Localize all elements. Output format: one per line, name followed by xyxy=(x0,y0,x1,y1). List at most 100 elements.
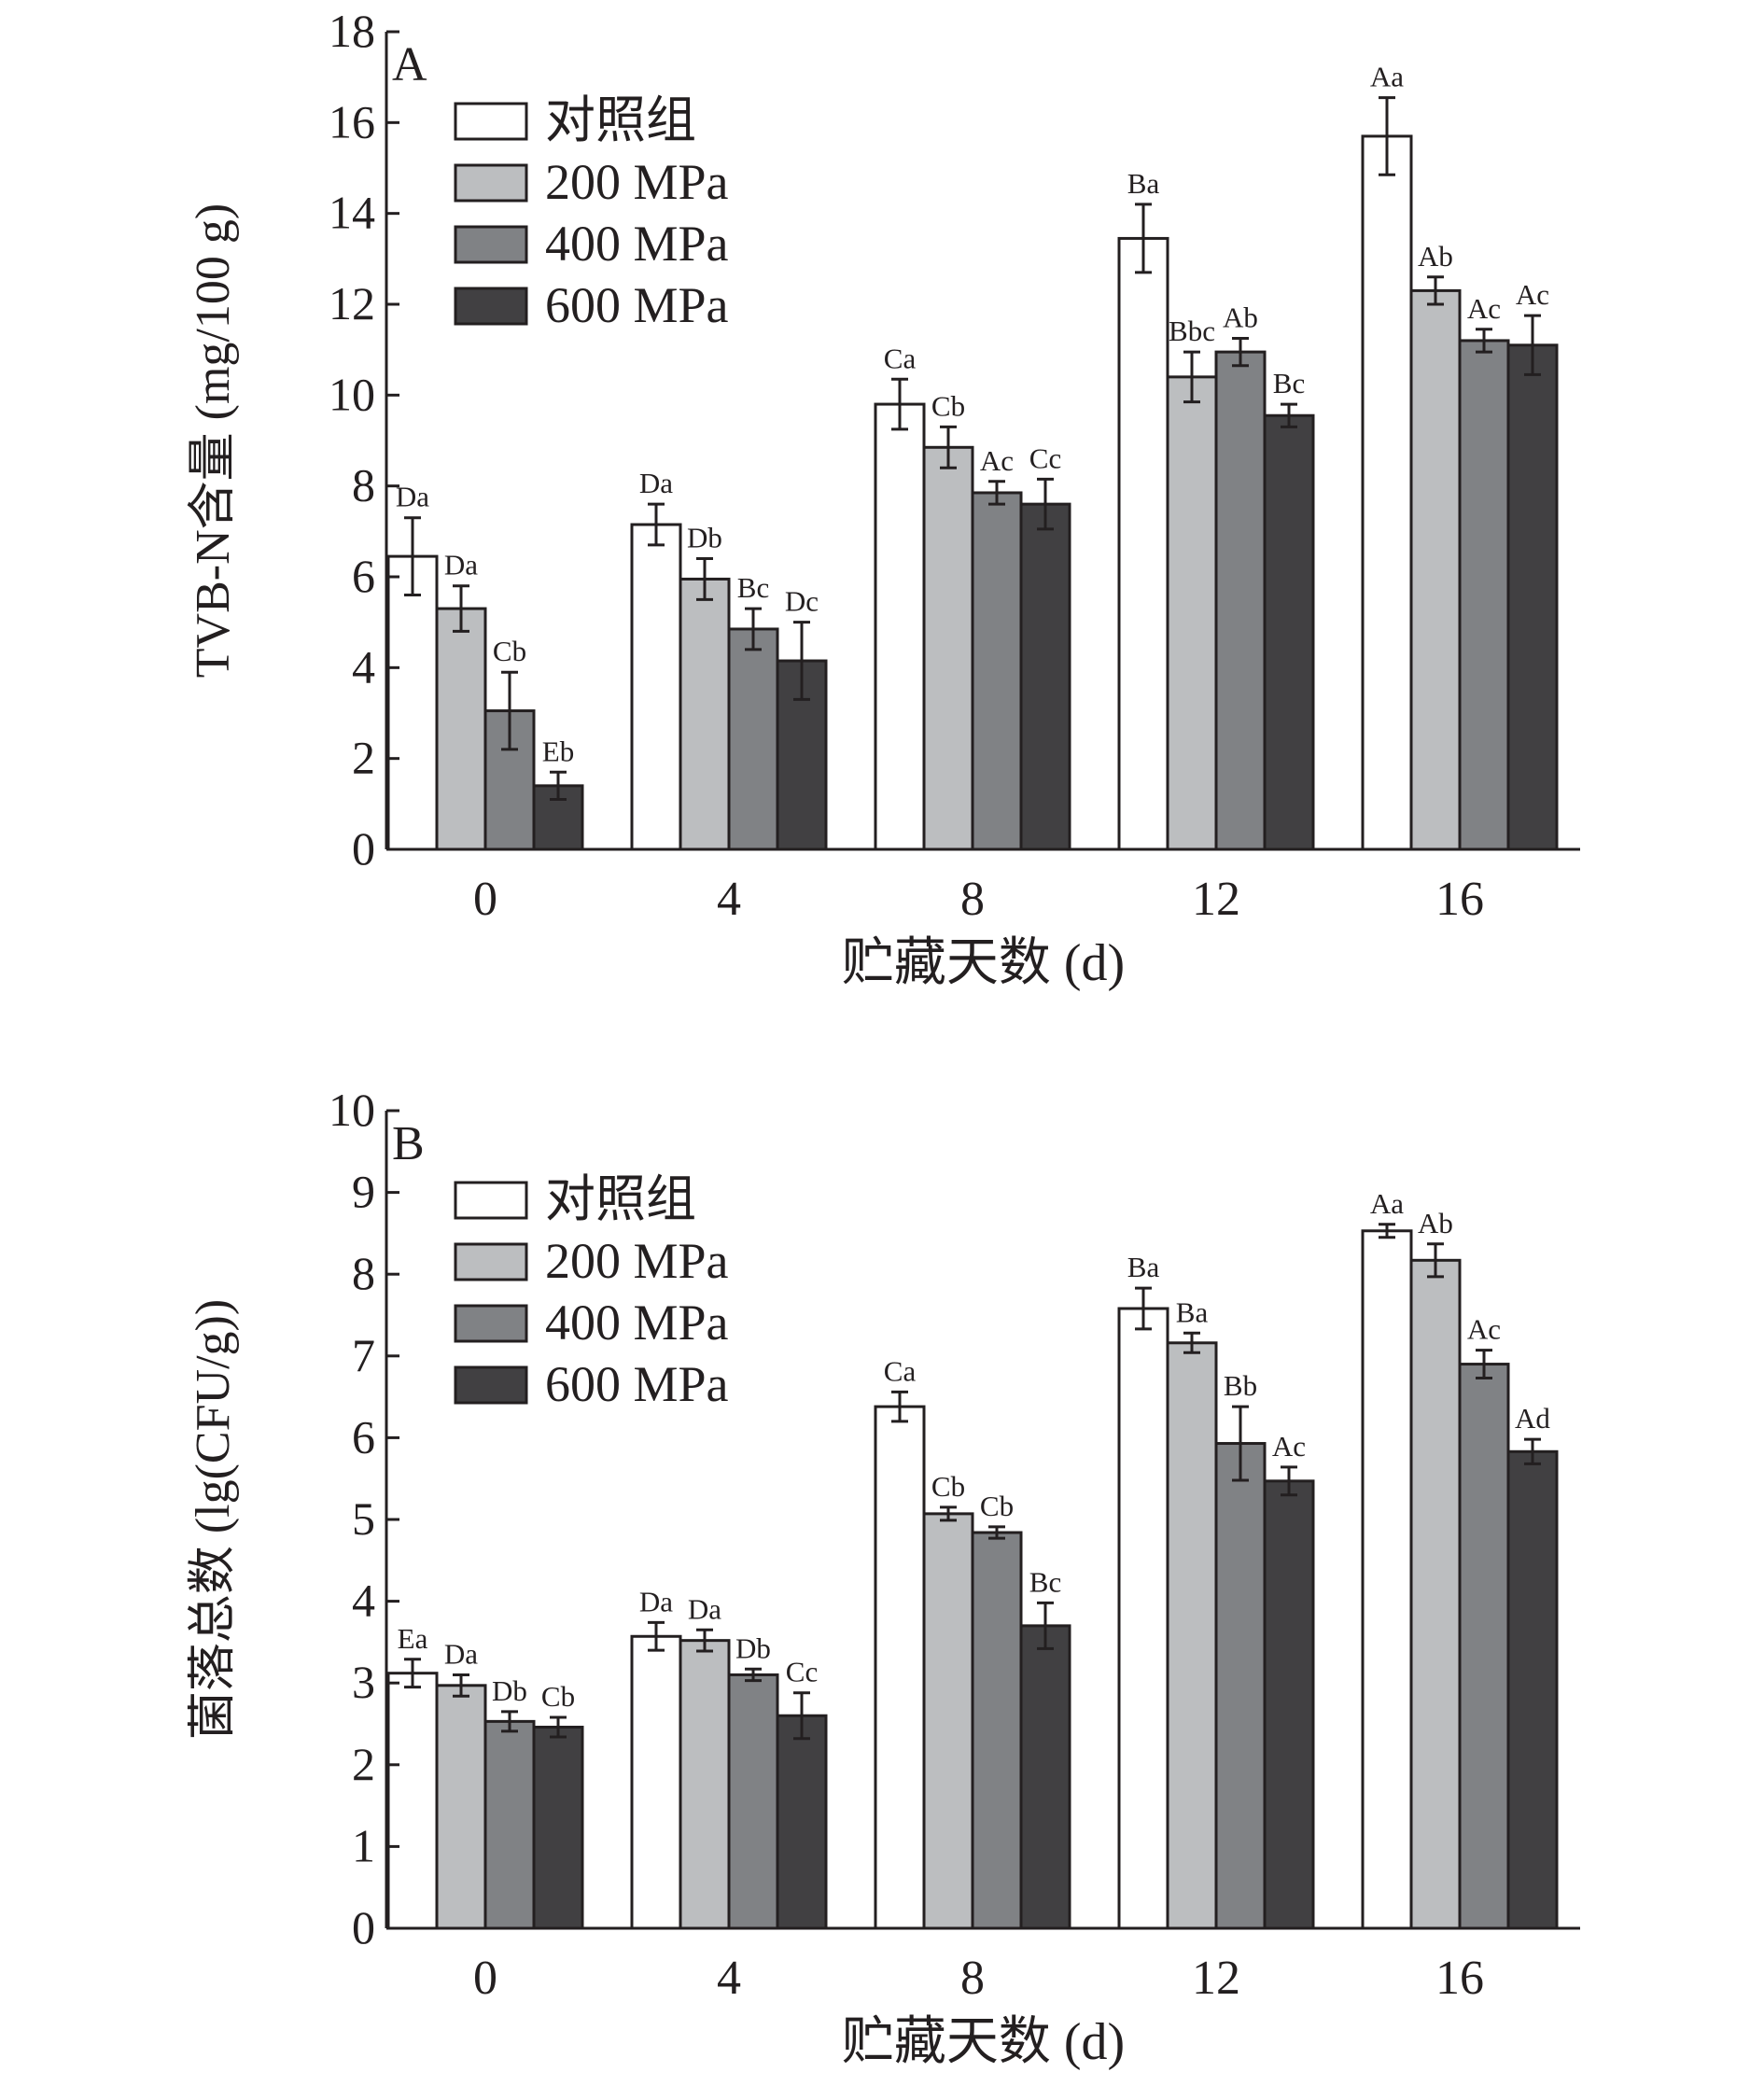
bar xyxy=(1166,375,1218,851)
significance-label: Bbc xyxy=(1169,315,1215,347)
bar xyxy=(435,1684,487,1930)
legend-swatch xyxy=(454,1181,528,1220)
bar xyxy=(1361,1229,1413,1930)
bar xyxy=(1117,1307,1169,1930)
bar xyxy=(971,1531,1023,1930)
bar xyxy=(1214,1442,1267,1930)
bar xyxy=(922,1512,974,1930)
significance-label: Cb xyxy=(931,389,965,422)
y-tick-label: 14 xyxy=(329,187,375,239)
bar xyxy=(1019,502,1071,851)
y-tick-label: 2 xyxy=(352,1738,375,1790)
bar xyxy=(971,491,1023,851)
legend-swatch xyxy=(454,102,528,141)
y-tick-label: 4 xyxy=(352,640,375,693)
significance-label: Cc xyxy=(1029,441,1061,474)
legend-label: 400 MPa xyxy=(545,1295,729,1351)
y-tick-label: 3 xyxy=(352,1656,375,1708)
legend-label: 200 MPa xyxy=(545,154,729,210)
bar xyxy=(630,1634,682,1930)
significance-label: Bc xyxy=(1029,1565,1061,1598)
x-axis-title: 贮藏天数 (d) xyxy=(842,2013,1125,2071)
significance-label: Ab xyxy=(1223,301,1258,334)
bar xyxy=(1458,1363,1510,1930)
y-tick-label: 2 xyxy=(352,732,375,784)
significance-label: Ba xyxy=(1176,1295,1209,1328)
significance-label: Ab xyxy=(1418,1207,1453,1239)
x-tick-label: 0 xyxy=(473,873,497,926)
significance-label: Ab xyxy=(1418,240,1453,273)
x-tick-label: 4 xyxy=(717,873,741,926)
bar xyxy=(776,1714,828,1930)
x-axis-title: 贮藏天数 (d) xyxy=(842,934,1125,992)
chart-panel-b: Ea Da Ca Ba Aa Da Da Cb Ba Ab Db Db Cb Bb Ac Cb Cc Bc Ac Ad… xyxy=(187,1084,1580,2071)
bar xyxy=(483,1719,536,1930)
legend-swatch xyxy=(454,225,528,264)
bar xyxy=(922,445,974,851)
significance-label: Ca xyxy=(884,1354,917,1387)
significance-label: Cb xyxy=(493,635,526,667)
x-tick-label: 4 xyxy=(717,1952,741,2005)
y-tick-label: 0 xyxy=(352,1901,375,1953)
significance-label: Ad xyxy=(1515,1402,1550,1435)
x-tick-label: 12 xyxy=(1192,1952,1240,2005)
significance-label: Bc xyxy=(1273,367,1305,399)
significance-label: Ba xyxy=(1127,167,1160,200)
bar xyxy=(1458,339,1510,851)
bar xyxy=(1019,1624,1071,1930)
significance-label: Cb xyxy=(541,1680,575,1713)
bar xyxy=(630,523,682,851)
x-tick-label: 12 xyxy=(1192,873,1240,926)
y-tick-label: 9 xyxy=(352,1166,375,1218)
bar xyxy=(679,1639,731,1930)
y-tick-label: 0 xyxy=(352,822,375,875)
significance-label: Ac xyxy=(1516,278,1549,311)
legend-label: 200 MPa xyxy=(545,1233,729,1289)
significance-label: Dc xyxy=(785,585,819,618)
bar xyxy=(1263,413,1315,851)
panel-label: B xyxy=(392,1117,425,1170)
legend-label: 400 MPa xyxy=(545,216,729,272)
bar xyxy=(1409,1258,1462,1930)
y-tick-label: 5 xyxy=(352,1492,375,1545)
significance-label: Eb xyxy=(542,735,574,767)
significance-label: Da xyxy=(639,467,673,499)
significance-label: Da xyxy=(688,1592,721,1625)
y-tick-label: 6 xyxy=(352,1410,375,1463)
panel-label: A xyxy=(392,38,427,91)
legend-label: 600 MPa xyxy=(545,277,729,333)
significance-label: Db xyxy=(735,1631,771,1664)
significance-label: Db xyxy=(687,522,722,554)
legend-swatch xyxy=(454,1304,528,1343)
y-tick-label: 16 xyxy=(329,95,375,147)
legend-label: 对照组 xyxy=(545,92,696,148)
bar xyxy=(1506,343,1559,851)
y-tick-label: 1 xyxy=(352,1819,375,1871)
bar xyxy=(679,577,731,851)
significance-label: Ca xyxy=(884,342,917,374)
y-tick-label: 8 xyxy=(352,459,375,511)
significance-label: Aa xyxy=(1370,1187,1404,1220)
bar xyxy=(532,1726,584,1930)
significance-label: Ac xyxy=(980,444,1014,477)
significance-label: Ea xyxy=(398,1622,428,1655)
legend-label: 对照组 xyxy=(545,1171,696,1227)
bar xyxy=(1166,1341,1218,1930)
bar xyxy=(727,627,779,851)
legend-swatch xyxy=(454,287,528,326)
bar xyxy=(1409,288,1462,851)
legend-swatch xyxy=(454,1242,528,1281)
bar xyxy=(1117,236,1169,851)
significance-label: Ac xyxy=(1272,1430,1306,1463)
significance-label: Bb xyxy=(1224,1369,1257,1402)
significance-label: Db xyxy=(492,1674,527,1707)
y-tick-label: 4 xyxy=(352,1575,375,1627)
significance-label: Da xyxy=(396,481,429,513)
significance-label: Da xyxy=(444,549,478,581)
bar xyxy=(874,402,926,851)
significance-label: Ba xyxy=(1127,1251,1160,1283)
y-tick-label: 12 xyxy=(329,277,375,329)
y-tick-label: 6 xyxy=(352,550,375,602)
